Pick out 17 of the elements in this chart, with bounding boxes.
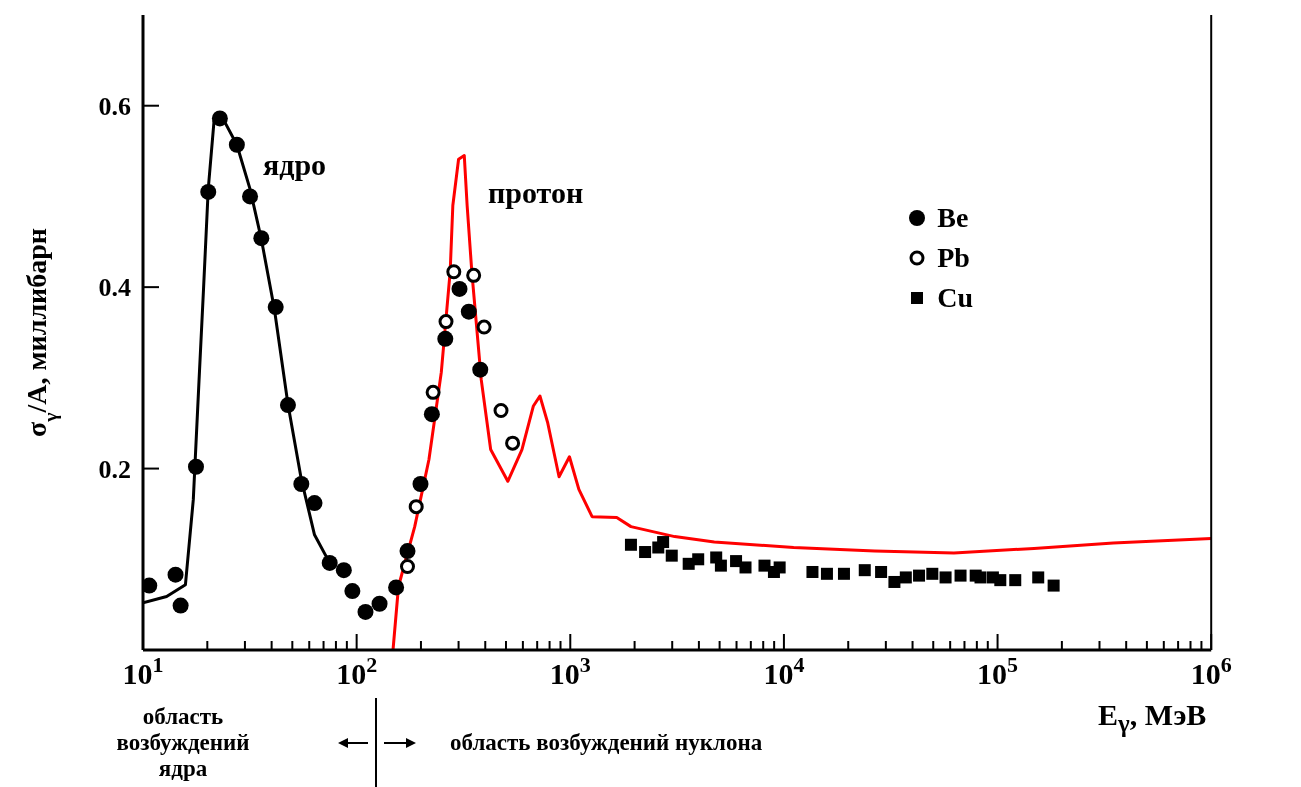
text: область возбуждений нуклона [450,730,763,756]
annotation: ядро [263,148,327,182]
x-tick-label: 10$^{1}$ [122,651,164,690]
y-tick-label: 0.6 [98,91,131,121]
x-tick-label: 10$^{3}$ [549,651,591,690]
legend-label: Cu [937,282,973,314]
x-axis-title: E$_{γ}$, МэВ [1098,698,1207,738]
x-tick-label: 10$^{6}$ [1190,651,1232,690]
x-tick-label: 10$^{2}$ [336,651,378,690]
x-tick-label: 10$^{5}$ [977,651,1019,690]
legend-label: Pb [937,242,970,274]
annotation: протон [488,176,584,210]
y-tick-label: 0.2 [98,454,131,484]
x-tick-label: 10$^{4}$ [763,651,805,690]
text: область возбуждений ядра [115,704,251,782]
legend-label: Be [937,202,969,234]
y-tick-label: 0.4 [98,273,131,303]
